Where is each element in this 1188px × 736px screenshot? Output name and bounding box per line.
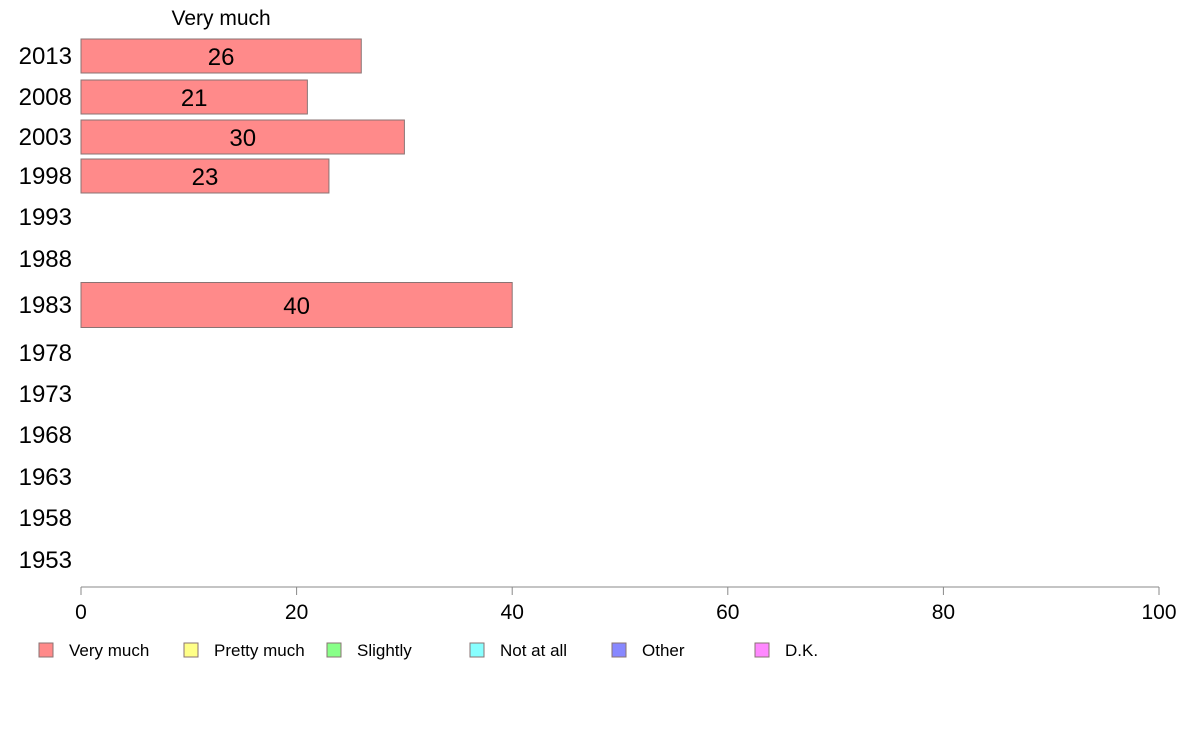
y-tick-label: 1963 (19, 464, 72, 491)
bar-value-label: 23 (192, 164, 219, 191)
bar (80, 38, 362, 74)
bar (80, 282, 513, 328)
legend-swatch (326, 642, 342, 658)
y-tick-label: 1988 (19, 246, 72, 273)
legend: Very much Pretty much Slightly Not at all Ot… (38, 641, 818, 660)
y-tick-label: 1953 (19, 547, 72, 574)
y-tick-label: 1993 (19, 204, 72, 231)
y-tick-label: 1983 (19, 292, 72, 319)
legend-swatch (611, 642, 627, 658)
legend-label: Other (642, 641, 685, 660)
x-tick-label: 20 (285, 601, 308, 624)
y-tick-label: 1973 (19, 381, 72, 408)
legend-swatch (38, 642, 54, 658)
x-axis: 2013 2008 2003 1998 1993 1988 1983 1978 1973 1968… (19, 43, 1177, 624)
legend-label: Pretty much (214, 641, 305, 660)
y-tick-label: 2008 (19, 84, 72, 111)
bar-value-label: 26 (208, 44, 235, 71)
y-tick-label: 1958 (19, 505, 72, 532)
bar-value-label: 21 (181, 85, 208, 112)
bar (80, 79, 308, 115)
bar-value-label: 30 (229, 125, 256, 152)
legend-label: Not at all (500, 641, 567, 660)
legend-swatch (754, 642, 770, 658)
x-tick-label: 80 (932, 601, 955, 624)
y-tick-label: 2013 (19, 43, 72, 70)
legend-label: Very much (69, 641, 149, 660)
x-tick-label: 40 (501, 601, 524, 624)
legend-label: D.K. (785, 641, 818, 660)
bar-value-label: 40 (283, 293, 310, 320)
column-header: Very much (172, 7, 271, 30)
y-tick-label: 1968 (19, 422, 72, 449)
x-tick-label: 100 (1141, 601, 1176, 624)
y-tick-label: 1998 (19, 163, 72, 190)
bar (80, 158, 330, 194)
x-tick-label: 0 (75, 601, 87, 624)
legend-swatch (469, 642, 485, 658)
legend-label: Slightly (357, 641, 412, 660)
y-tick-label: 1978 (19, 340, 72, 367)
y-tick-label: 2003 (19, 124, 72, 151)
legend-swatch (183, 642, 199, 658)
bar (80, 119, 405, 155)
x-tick-label: 60 (716, 601, 739, 624)
